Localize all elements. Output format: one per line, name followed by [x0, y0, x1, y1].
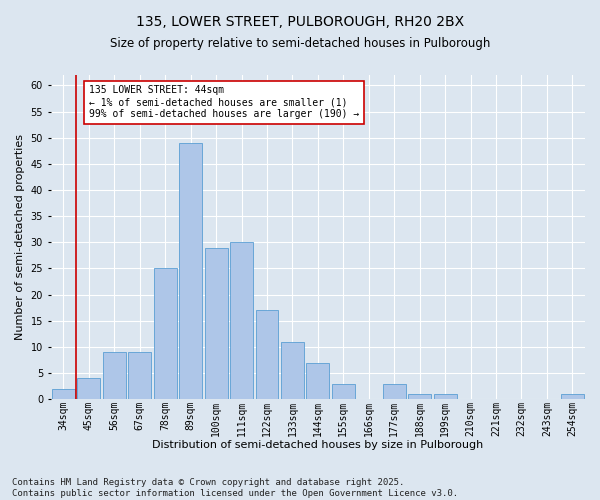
Bar [434, 394, 457, 399]
Text: 135, LOWER STREET, PULBOROUGH, RH20 2BX: 135, LOWER STREET, PULBOROUGH, RH20 2BX [136, 15, 464, 29]
Bar [307, 362, 329, 399]
Bar [52, 388, 75, 399]
Bar [179, 143, 202, 399]
Bar [128, 352, 151, 399]
Text: 135 LOWER STREET: 44sqm
← 1% of semi-detached houses are smaller (1)
99% of semi: 135 LOWER STREET: 44sqm ← 1% of semi-det… [89, 86, 359, 118]
Bar [332, 384, 355, 399]
Bar [154, 268, 176, 399]
Bar [103, 352, 126, 399]
Bar [281, 342, 304, 399]
X-axis label: Distribution of semi-detached houses by size in Pulborough: Distribution of semi-detached houses by … [152, 440, 484, 450]
Bar [408, 394, 431, 399]
Bar [205, 248, 227, 399]
Bar [561, 394, 584, 399]
Bar [77, 378, 100, 399]
Bar [383, 384, 406, 399]
Text: Contains HM Land Registry data © Crown copyright and database right 2025.
Contai: Contains HM Land Registry data © Crown c… [12, 478, 458, 498]
Bar [256, 310, 278, 399]
Bar [230, 242, 253, 399]
Text: Size of property relative to semi-detached houses in Pulborough: Size of property relative to semi-detach… [110, 38, 490, 51]
Y-axis label: Number of semi-detached properties: Number of semi-detached properties [15, 134, 25, 340]
